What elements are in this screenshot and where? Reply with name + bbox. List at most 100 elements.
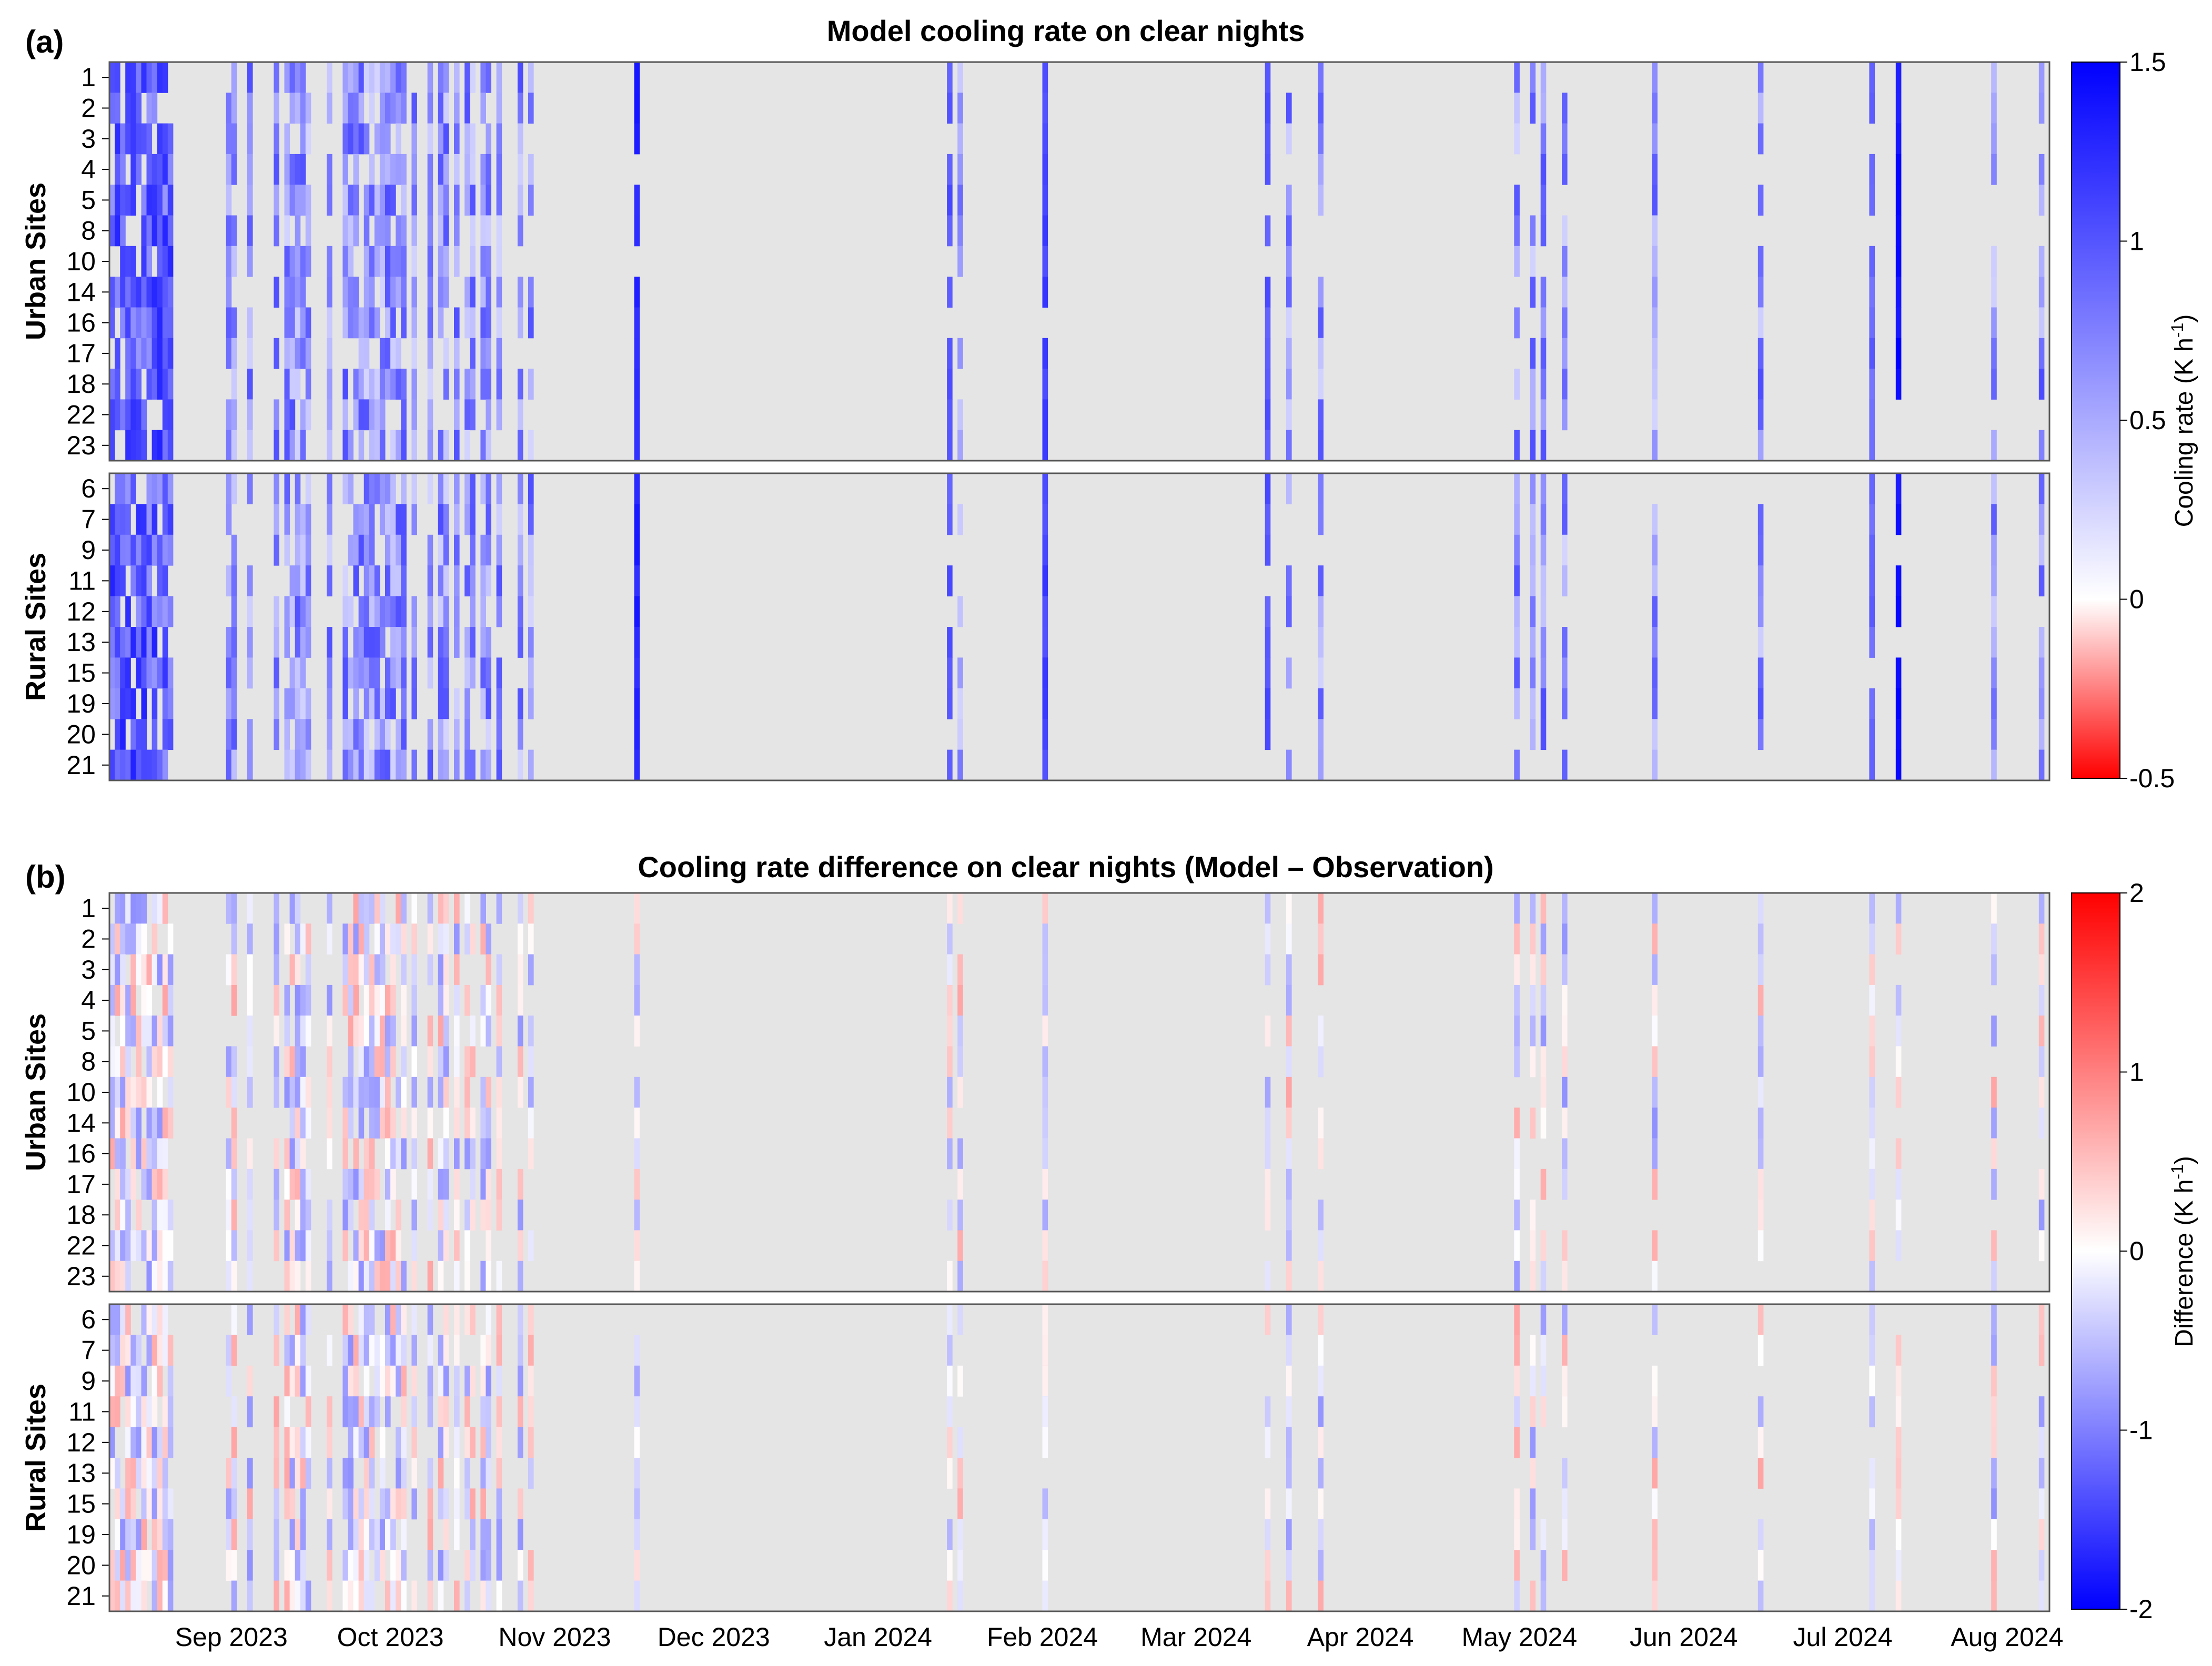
panel-b-cell [401,1304,407,1335]
panel-b-cell [1869,1015,1875,1047]
panel-a-cell [247,154,253,185]
panel-a-cell [957,596,963,627]
panel-a-cell [1286,123,1292,155]
panel-a-cell [141,123,147,155]
panel-a-cell [1758,369,1764,400]
panel-a-cell [305,215,311,247]
panel-a-cell [1991,473,1997,504]
panel-b-cell [157,1488,163,1520]
panel-b-group-label: Rural Sites [20,1384,52,1532]
panel-a-cell [125,534,131,566]
panel-a-cell [353,123,359,155]
panel-b-cell [2038,893,2045,924]
panel-a-cell [634,93,640,124]
panel-b-cell [342,1169,348,1200]
panel-b-cell [634,1365,640,1397]
panel-b-cell [1265,1488,1271,1520]
panel-a-cell [167,399,174,431]
panel-a-cell [358,534,365,566]
panel-b-cell [957,893,963,924]
panel-a-cell [348,307,353,339]
panel-b-cell [141,1580,147,1612]
panel-b-site-label: 7 [81,1336,96,1365]
panel-b-cell [120,1169,126,1200]
panel-a-cell [157,534,163,566]
panel-b-cell [353,1550,359,1581]
panel-a-cell [358,62,365,93]
panel-b-cell [390,1046,396,1078]
panel-b-cell [1514,1304,1520,1335]
panel-a-cell [146,123,153,155]
panel-b-cell [274,1046,279,1078]
panel-b-cell [284,1396,290,1428]
panel-a-cell [167,154,174,185]
panel-b-cell [528,893,534,924]
panel-b-cell [396,1550,401,1581]
panel-b-cell [396,923,401,955]
panel-a-cell [1318,62,1324,93]
panel-b-site-label: 9 [81,1366,96,1396]
panel-a-cell [411,246,417,277]
panel-b-cell [1042,1046,1048,1078]
panel-a-cell [486,246,491,277]
panel-b-cell [517,1200,523,1231]
panel-b-cell [109,1427,115,1458]
panel-b-cell [120,1488,126,1520]
panel-a-cell [1758,185,1764,216]
panel-b-cell [300,1335,306,1366]
panel-a-cell [130,338,136,369]
panel-a-cell [427,62,433,93]
panel-b-cell [1991,1458,1997,1489]
panel-b-cell [162,1580,168,1612]
panel-b-cell [385,1261,391,1292]
panel-b-cell [443,1046,449,1078]
panel-a-cell [167,596,174,627]
panel-b-cell [295,1580,301,1612]
panel-b-cell [157,1580,163,1612]
panel-a-cell [305,504,311,535]
panel-b-cell [2038,954,2045,986]
panel-b-cell [295,923,301,955]
panel-a-cell [1265,154,1271,185]
panel-b-cell [162,1015,168,1047]
panel-a-cell [464,473,470,504]
panel-a-cell [443,627,449,658]
panel-b-cell [151,1200,158,1231]
panel-b-cell [411,923,417,955]
panel-a-cell [947,473,953,504]
panel-b-cell [1265,1261,1271,1292]
panel-a-cell [464,688,470,719]
panel-b-cell [130,1427,136,1458]
panel-a-cell [1042,399,1048,431]
panel-b-cell [486,1427,491,1458]
panel-b-colorbar-tick-label: 2 [2129,878,2144,908]
panel-a-colorbar-tick-label: -0.5 [2129,764,2175,793]
panel-a-cell [353,534,359,566]
panel-a-cell [464,307,470,339]
panel-b-cell [438,1550,444,1581]
panel-a-cell [1318,185,1324,216]
panel-a-cell [634,473,640,504]
panel-b-cell [374,1230,380,1262]
panel-a-cell [348,277,353,308]
panel-b-cell [443,1396,449,1428]
panel-b-cell [115,1200,120,1231]
panel-a-cell [517,719,523,750]
panel-a-cell [162,657,168,689]
panel-a-cell [162,277,168,308]
panel-b-cell [305,1261,311,1292]
panel-b-cell [295,1261,301,1292]
panel-a-cell [1042,215,1048,247]
panel-a-cell [496,246,502,277]
panel-a-cell [390,657,396,689]
panel-b-cell [528,1230,534,1262]
panel-a-cell [162,596,168,627]
panel-a-cell [379,399,386,431]
panel-a-cell [109,93,115,124]
panel-a-cell [454,338,460,369]
panel-a-cell [486,123,491,155]
panel-a-cell [167,534,174,566]
panel-a-cell [374,596,380,627]
panel-a-cell [374,185,380,216]
panel-a-cell [517,627,523,658]
